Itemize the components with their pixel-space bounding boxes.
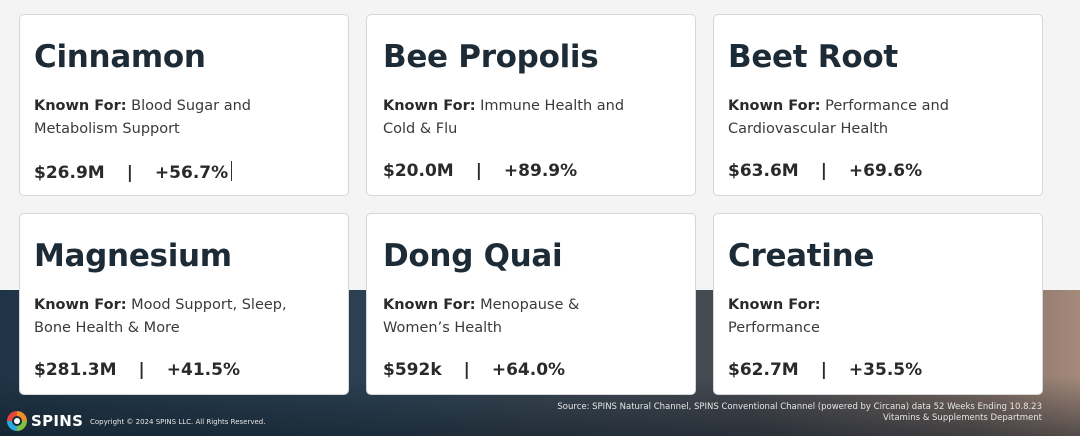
known-for-label: Known For: bbox=[34, 98, 127, 114]
known-for-line2: Performance bbox=[728, 320, 820, 336]
spins-logo: SPINS bbox=[6, 410, 83, 432]
known-for-line1: Blood Sugar and bbox=[131, 98, 251, 114]
known-for-label: Known For: bbox=[383, 98, 476, 114]
card-stats: $281.3M | +41.5% bbox=[34, 360, 240, 380]
growth-value: +64.0% bbox=[491, 360, 566, 380]
card-stats: $592k | +64.0% bbox=[383, 360, 565, 380]
sales-value: $592k bbox=[383, 360, 442, 380]
card-stats: $20.0M | +89.9% bbox=[383, 161, 577, 181]
known-for-line2: Cardiovascular Health bbox=[728, 121, 889, 137]
known-for-line1: Performance and bbox=[825, 98, 949, 114]
known-for-text: Known For: Mood Support, Sleep, Bone Hea… bbox=[34, 294, 339, 340]
known-for-label: Known For: bbox=[34, 297, 127, 313]
spins-logo-text: SPINS bbox=[31, 412, 84, 430]
known-for-line2: Bone Health & More bbox=[34, 320, 180, 336]
known-for-line1: Mood Support, Sleep, bbox=[131, 297, 287, 313]
card-title: Magnesium bbox=[34, 238, 232, 274]
known-for-text: Known For: Performance bbox=[728, 294, 1033, 340]
known-for-text: Known For: Performance and Cardiovascula… bbox=[728, 95, 1033, 141]
sales-value: $20.0M bbox=[383, 161, 454, 181]
card-title: Creatine bbox=[728, 238, 875, 274]
ingredient-card-dong-quai: Dong Quai Known For: Menopause & Women’s… bbox=[366, 213, 696, 395]
known-for-text: Known For: Blood Sugar and Metabolism Su… bbox=[34, 95, 339, 141]
known-for-label: Known For: bbox=[383, 297, 476, 313]
stat-separator: | bbox=[126, 163, 133, 183]
ingredient-card-bee-propolis: Bee Propolis Known For: Immune Health an… bbox=[366, 14, 696, 196]
sales-value: $62.7M bbox=[728, 360, 799, 380]
copyright-text: Copyright © 2024 SPINS LLC. All Rights R… bbox=[90, 418, 266, 426]
card-stats: $63.6M | +69.6% bbox=[728, 161, 922, 181]
source-note: Source: SPINS Natural Channel, SPINS Con… bbox=[557, 402, 1042, 424]
spins-logo-icon bbox=[7, 411, 27, 431]
card-title: Beet Root bbox=[728, 39, 898, 75]
text-cursor bbox=[231, 161, 233, 181]
growth-value: +89.9% bbox=[503, 161, 578, 181]
card-stats: $62.7M | +35.5% bbox=[728, 360, 922, 380]
card-title: Dong Quai bbox=[383, 238, 563, 274]
sales-value: $281.3M bbox=[34, 360, 117, 380]
known-for-line1: Immune Health and bbox=[480, 98, 625, 114]
growth-value: +56.7% bbox=[154, 163, 229, 183]
ingredient-card-cinnamon: Cinnamon Known For: Blood Sugar and Meta… bbox=[19, 14, 349, 196]
sales-value: $63.6M bbox=[728, 161, 799, 181]
growth-value: +69.6% bbox=[848, 161, 923, 181]
known-for-label: Known For: bbox=[728, 98, 821, 114]
growth-value: +41.5% bbox=[166, 360, 240, 380]
stat-separator: | bbox=[820, 360, 827, 380]
card-stats: $26.9M | +56.7% bbox=[34, 161, 233, 183]
known-for-line2: Cold & Flu bbox=[383, 121, 458, 137]
known-for-line1: Menopause & bbox=[480, 297, 580, 313]
known-for-line2: Women’s Health bbox=[383, 320, 502, 336]
source-line-2: Vitamins & Supplements Department bbox=[883, 413, 1042, 423]
stat-separator: | bbox=[463, 360, 470, 380]
known-for-line2: Metabolism Support bbox=[34, 121, 180, 137]
ingredient-card-beet-root: Beet Root Known For: Performance and Car… bbox=[713, 14, 1043, 196]
ingredient-card-creatine: Creatine Known For: Performance $62.7M | +… bbox=[713, 213, 1043, 395]
ingredient-card-magnesium: Magnesium Known For: Mood Support, Sleep… bbox=[19, 213, 349, 395]
known-for-text: Known For: Menopause & Women’s Health bbox=[383, 294, 688, 340]
sales-value: $26.9M bbox=[34, 163, 105, 183]
growth-value: +35.5% bbox=[848, 360, 923, 380]
known-for-label: Known For: bbox=[728, 297, 821, 313]
card-title: Bee Propolis bbox=[383, 39, 599, 75]
known-for-text: Known For: Immune Health and Cold & Flu bbox=[383, 95, 688, 141]
stat-separator: | bbox=[820, 161, 827, 181]
stat-separator: | bbox=[475, 161, 482, 181]
card-title: Cinnamon bbox=[34, 39, 206, 75]
stat-separator: | bbox=[138, 360, 145, 380]
source-line-1: Source: SPINS Natural Channel, SPINS Con… bbox=[557, 402, 1042, 412]
